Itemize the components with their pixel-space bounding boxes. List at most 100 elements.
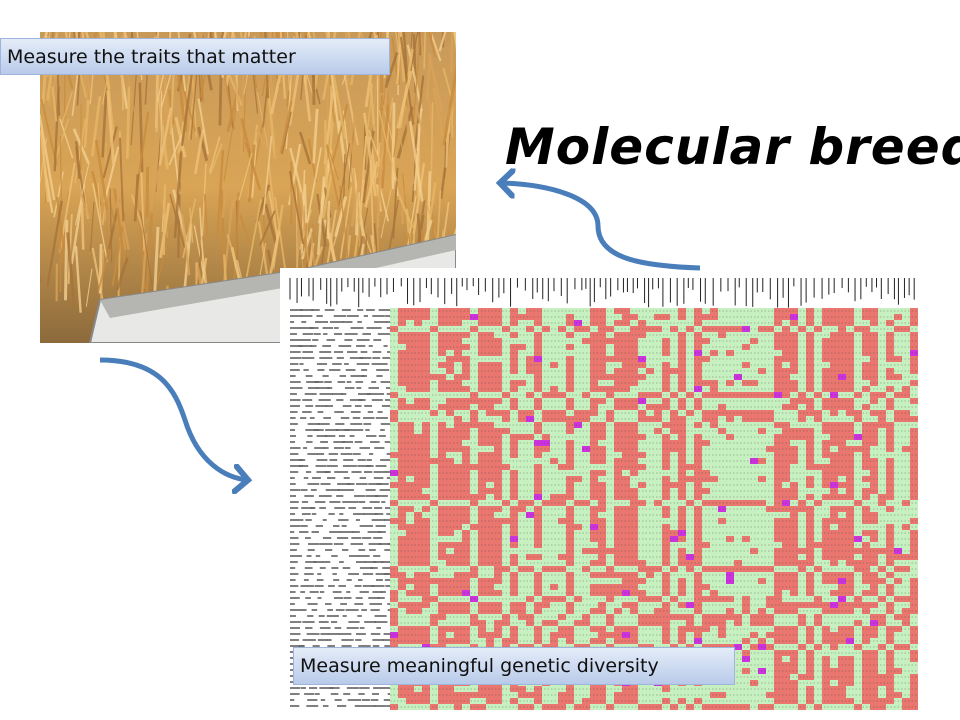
genotype-cell [774, 344, 782, 350]
genotype-cell [662, 476, 670, 482]
genotype-cell [598, 398, 606, 404]
genotype-cell [830, 374, 838, 380]
genotype-cell [886, 512, 894, 518]
genotype-cell [798, 560, 806, 566]
genotype-cell [518, 314, 526, 320]
genotype-cell [462, 374, 470, 380]
stalk [242, 81, 247, 152]
stalk [182, 198, 197, 258]
genotype-cell [486, 596, 494, 602]
genotype-cell [630, 596, 638, 602]
genotype-cell [654, 614, 662, 620]
genotype-cell [822, 464, 830, 470]
genotype-cell [886, 422, 894, 428]
genotype-cell [550, 386, 558, 392]
genotype-cell [542, 470, 550, 476]
genotype-cell [910, 626, 918, 632]
genotype-cell [598, 344, 606, 350]
genotype-cell [438, 572, 446, 578]
genotype-cell [486, 500, 494, 506]
genotype-cell [550, 398, 558, 404]
genotype-cell [630, 464, 638, 470]
genotype-cell [718, 476, 726, 482]
genotype-cell [710, 566, 718, 572]
stalk [288, 170, 305, 245]
genotype-cell [886, 590, 894, 596]
genotype-cell [550, 314, 558, 320]
genotype-cell [606, 452, 614, 458]
genotype-cell [910, 620, 918, 626]
genotype-cell [494, 512, 502, 518]
genotype-cell [742, 644, 750, 650]
genotype-cell [606, 566, 614, 572]
genotype-cell [886, 554, 894, 560]
genotype-cell [686, 368, 694, 374]
genotype-cell [406, 620, 414, 626]
genotype-cell [654, 320, 662, 326]
genotype-cell [574, 524, 582, 530]
genotype-cell [878, 644, 886, 650]
stalk [307, 138, 318, 183]
genotype-cell [822, 626, 830, 632]
genotype-cell [406, 500, 414, 506]
genotype-cell [710, 632, 718, 638]
genotype-cell [830, 338, 838, 344]
genotype-cell [662, 506, 670, 512]
genotype-cell [518, 356, 526, 362]
genotype-cell [910, 494, 918, 500]
genotype-cell [462, 614, 470, 620]
genotype-cell [910, 530, 918, 536]
genotype-cell [518, 428, 526, 434]
genotype-cell [462, 398, 470, 404]
genotype-cell [742, 542, 750, 548]
genotype-cell [686, 374, 694, 380]
genotype-cell [910, 518, 918, 524]
genotype-cell [606, 464, 614, 470]
genotype-cell [766, 452, 774, 458]
genotype-cell [742, 572, 750, 578]
genotype-cell [766, 506, 774, 512]
genotype-cell [606, 482, 614, 488]
genotype-cell [542, 428, 550, 434]
genotype-cell [494, 590, 502, 596]
genotype-cell [606, 620, 614, 626]
genotype-cell [462, 488, 470, 494]
genotype-cell [574, 542, 582, 548]
genotype-cell [654, 506, 662, 512]
genotype-cell [606, 344, 614, 350]
genotype-cell [774, 554, 782, 560]
genotype-cell [630, 374, 638, 380]
genotype-cell [542, 356, 550, 362]
genotype-cell [598, 440, 606, 446]
genotype-cell [438, 362, 446, 368]
genotype-cell [462, 380, 470, 386]
genotype-cell [598, 596, 606, 602]
genotype-cell [438, 368, 446, 374]
genotype-cell [710, 530, 718, 536]
stalk [339, 186, 353, 258]
genotype-cell [686, 482, 694, 488]
genotype-cell [886, 596, 894, 602]
genotype-cell [742, 470, 750, 476]
genotype-cell [630, 620, 638, 626]
stalk [115, 257, 129, 291]
genotype-cell [630, 422, 638, 428]
genotype-cell [486, 632, 494, 638]
genotype-cell [742, 380, 750, 386]
genotype-cell [662, 422, 670, 428]
genotype-cell [886, 446, 894, 452]
genotype-cell [406, 398, 414, 404]
genotype-cell [830, 386, 838, 392]
genotype-cell [598, 584, 606, 590]
genotype-cell [822, 368, 830, 374]
genotype-cell [830, 416, 838, 422]
genotype-cell [686, 332, 694, 338]
stalk [168, 133, 183, 166]
genotype-cell [438, 578, 446, 584]
genotype-cell [822, 470, 830, 476]
stalk [312, 108, 319, 164]
genotype-cell [774, 410, 782, 416]
genotype-cell [830, 566, 838, 572]
genotype-cell [430, 386, 438, 392]
genotype-cell [630, 578, 638, 584]
